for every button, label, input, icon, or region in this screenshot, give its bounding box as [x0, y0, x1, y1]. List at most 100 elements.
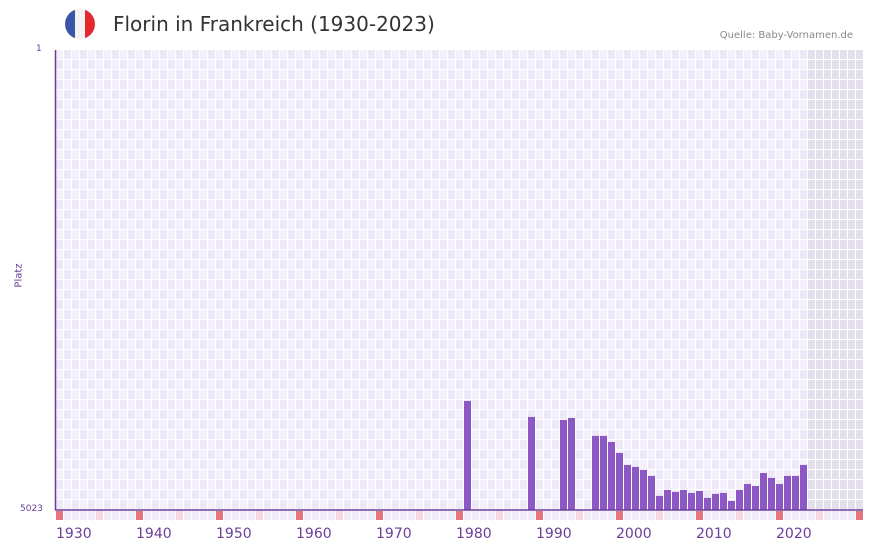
bar-2022[interactable]: [792, 475, 799, 510]
bar-2007[interactable]: [672, 491, 679, 510]
source-credit: Quelle: Baby-Vornamen.de: [719, 30, 853, 41]
bar-2010[interactable]: [696, 490, 703, 510]
flag-red: [85, 9, 95, 39]
year-marker: [384, 511, 391, 520]
year-marker: [680, 511, 687, 520]
year-marker: [328, 511, 335, 520]
bar-1989[interactable]: [528, 416, 535, 510]
bar-2019[interactable]: [768, 477, 775, 510]
bar-2020[interactable]: [776, 483, 783, 510]
bar-1993[interactable]: [560, 419, 567, 510]
bar-2003[interactable]: [640, 469, 647, 510]
france-flag-icon: [65, 9, 95, 39]
plot-area: [54, 50, 863, 520]
year-marker: [584, 511, 591, 520]
bar-2011[interactable]: [704, 497, 711, 510]
y-axis-title: Platz: [13, 263, 25, 288]
year-marker: [464, 511, 471, 520]
bar-2023[interactable]: [800, 464, 807, 510]
bar-2016[interactable]: [744, 483, 751, 510]
year-marker: [64, 511, 71, 520]
bar-2014[interactable]: [728, 500, 735, 510]
year-marker: [776, 511, 783, 520]
x-tick-label: 1940: [136, 526, 172, 542]
year-marker: [512, 511, 519, 520]
x-tick-label: 1960: [296, 526, 332, 542]
year-marker: [424, 511, 431, 520]
year-marker: [808, 511, 815, 520]
year-marker: [264, 511, 271, 520]
year-marker: [160, 511, 167, 520]
flag-blue: [65, 9, 75, 39]
year-marker: [528, 511, 535, 520]
year-marker: [576, 511, 583, 520]
year-marker: [312, 511, 319, 520]
year-marker: [536, 511, 543, 520]
year-marker: [136, 511, 143, 520]
year-marker: [288, 511, 295, 520]
bar-1994[interactable]: [568, 417, 575, 510]
bar-2006[interactable]: [664, 489, 671, 510]
year-marker: [568, 511, 575, 520]
bar-2008[interactable]: [680, 489, 687, 510]
year-marker: [272, 511, 279, 520]
x-tick-label: 2020: [776, 526, 812, 542]
year-marker: [280, 511, 287, 520]
bar-2021[interactable]: [784, 475, 791, 510]
flag-white: [75, 9, 85, 39]
bar-2018[interactable]: [760, 472, 767, 510]
year-marker: [560, 511, 567, 520]
year-marker: [824, 511, 831, 520]
year-marker: [128, 511, 135, 520]
bar-2009[interactable]: [688, 492, 695, 510]
x-tick-label: 2010: [696, 526, 732, 542]
year-marker: [296, 511, 303, 520]
year-marker: [200, 511, 207, 520]
year-marker: [256, 511, 263, 520]
year-marker: [640, 511, 647, 520]
bar-2002[interactable]: [632, 466, 639, 510]
year-marker: [192, 511, 199, 520]
year-marker: [440, 511, 447, 520]
bar-1999[interactable]: [608, 441, 615, 510]
bar-1997[interactable]: [592, 435, 599, 510]
year-marker: [184, 511, 191, 520]
x-tick-label: 1930: [56, 526, 92, 542]
bar-2001[interactable]: [624, 464, 631, 510]
year-marker: [208, 511, 215, 520]
year-marker: [344, 511, 351, 520]
year-marker: [728, 511, 735, 520]
bar-2017[interactable]: [752, 486, 759, 510]
year-marker: [80, 511, 87, 520]
x-tick-label: 1950: [216, 526, 252, 542]
bar-1981[interactable]: [464, 400, 471, 510]
year-marker: [88, 511, 95, 520]
year-marker: [456, 511, 463, 520]
year-marker: [176, 511, 183, 520]
year-marker: [600, 511, 607, 520]
year-marker: [792, 511, 799, 520]
year-marker: [416, 511, 423, 520]
year-marker: [336, 511, 343, 520]
bar-2015[interactable]: [736, 489, 743, 510]
year-marker: [544, 511, 551, 520]
bar-2005[interactable]: [656, 495, 663, 510]
year-marker: [96, 511, 103, 520]
x-tick-label: 2000: [616, 526, 652, 542]
year-marker: [720, 511, 727, 520]
bar-2004[interactable]: [648, 475, 655, 510]
bar-2012[interactable]: [712, 493, 719, 510]
x-axis-labels: 1930 1940 1950 1960 1970 1980 1990 2000 2010 2020: [0, 526, 873, 546]
year-marker: [392, 511, 399, 520]
year-marker: [520, 511, 527, 520]
year-marker: [144, 511, 151, 520]
bar-1998[interactable]: [600, 435, 607, 510]
year-marker: [360, 511, 367, 520]
bar-2000[interactable]: [616, 452, 623, 510]
x-tick-label: 1970: [376, 526, 412, 542]
year-marker: [504, 511, 511, 520]
year-marker: [688, 511, 695, 520]
year-marker: [736, 511, 743, 520]
year-marker: [408, 511, 415, 520]
bar-2013[interactable]: [720, 492, 727, 510]
